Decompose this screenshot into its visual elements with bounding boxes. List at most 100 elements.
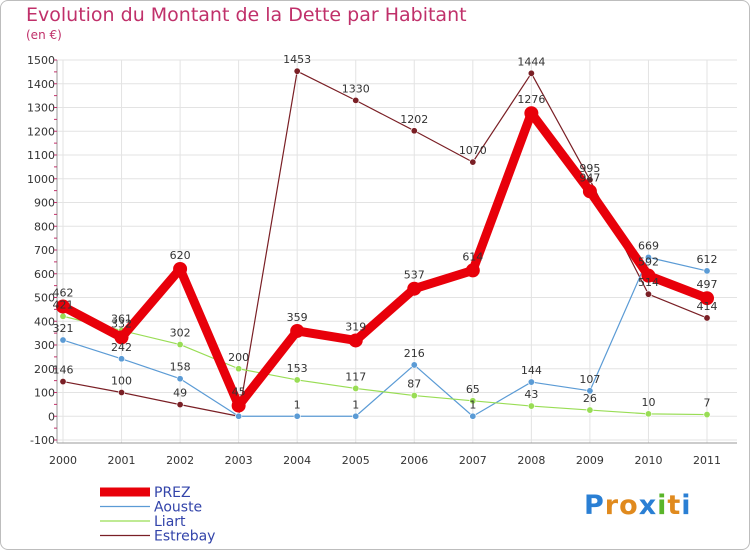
data-label-prez: 592 [638, 256, 659, 269]
logo-letter: i [657, 490, 668, 521]
x-tick-label: 2008 [517, 454, 545, 467]
data-label-liart: 117 [345, 370, 366, 383]
y-tick-label: 0 [48, 410, 55, 423]
x-tick-label: 2002 [166, 454, 194, 467]
data-point-estrebay [59, 378, 67, 386]
data-point-aouste [644, 253, 652, 261]
data-label-estrebay: 995 [579, 162, 600, 175]
data-point-aouste [235, 412, 243, 420]
data-point-liart [59, 312, 67, 320]
data-label-prez: 462 [53, 287, 74, 300]
data-point-liart [293, 376, 301, 384]
data-point-estrebay [527, 69, 535, 77]
y-tick-label: 300 [34, 339, 55, 352]
data-label-prez: 45 [232, 386, 246, 399]
logo-letter: t [667, 490, 682, 521]
logo-letter: o [619, 490, 639, 521]
data-point-liart [410, 392, 418, 400]
legend-label-aouste: Aouste [154, 500, 202, 516]
data-point-estrebay [352, 96, 360, 104]
data-label-estrebay: 1202 [400, 113, 428, 126]
y-tick-label: 500 [34, 292, 55, 305]
data-point-aouste [59, 336, 67, 344]
data-label-liart: 302 [170, 327, 191, 340]
data-label-prez: 614 [462, 250, 483, 263]
data-point-prez [114, 330, 129, 345]
x-tick-label: 2005 [342, 454, 370, 467]
data-label-liart: 26 [583, 392, 597, 405]
data-label-liart: 361 [111, 313, 132, 326]
data-label-liart: 153 [287, 362, 308, 375]
data-point-liart [703, 411, 711, 419]
data-point-prez [348, 333, 363, 348]
data-label-prez: 620 [170, 249, 191, 262]
series-line-prez [58, 108, 712, 411]
data-point-estrebay [293, 67, 301, 75]
data-label-aouste: 107 [579, 373, 600, 386]
data-point-aouste [527, 378, 535, 386]
data-label-prez: 319 [345, 320, 366, 333]
data-label-liart: 200 [228, 351, 249, 364]
y-tick-label: 1100 [27, 149, 55, 162]
data-label-estrebay: 100 [111, 375, 132, 388]
data-point-liart [176, 341, 184, 349]
x-tick-label: 2011 [693, 454, 721, 467]
data-point-aouste [176, 375, 184, 383]
data-label-prez: 332 [111, 317, 132, 330]
y-tick-label: 400 [34, 315, 55, 328]
data-label-aouste: 321 [53, 322, 74, 335]
data-point-prez [465, 263, 480, 278]
data-label-liart: 7 [704, 397, 711, 410]
data-point-liart [644, 410, 652, 418]
data-label-liart: 43 [524, 388, 538, 401]
data-point-prez [56, 299, 70, 314]
series-line-aouste [62, 256, 708, 417]
data-label-liart: 87 [407, 378, 421, 391]
data-label-aouste: 144 [521, 364, 542, 377]
data-point-liart [527, 402, 535, 410]
data-label-prez: 1276 [517, 93, 545, 106]
data-label-prez: 947 [579, 171, 600, 184]
data-label-aouste: 1 [352, 398, 359, 411]
data-point-aouste [703, 267, 711, 275]
data-point-estrebay [410, 127, 418, 135]
data-label-prez: 537 [404, 269, 425, 282]
x-tick-label: 2007 [459, 454, 487, 467]
data-point-aouste [293, 412, 301, 420]
x-tick-label: 2003 [225, 454, 253, 467]
data-label-estrebay: 414 [697, 300, 718, 313]
y-tick-label: 1400 [27, 78, 55, 91]
y-tick-label: 1000 [27, 173, 55, 186]
data-label-prez: 497 [697, 278, 718, 291]
data-label-estrebay: 514 [638, 276, 659, 289]
data-point-aouste [118, 355, 126, 363]
data-label-aouste: 612 [697, 253, 718, 266]
y-tick-label: -100 [30, 434, 55, 447]
legend-label-estrebay: Estrebay [154, 529, 215, 545]
data-label-aouste: 1 [294, 398, 301, 411]
data-point-estrebay [469, 158, 477, 166]
logo-letter: x [638, 490, 658, 521]
legend-label-prez: PREZ [154, 485, 191, 501]
data-point-estrebay [644, 290, 652, 298]
data-point-aouste [469, 412, 477, 420]
x-tick-label: 2006 [400, 454, 428, 467]
data-point-prez [524, 106, 539, 121]
data-label-estrebay: 146 [53, 364, 74, 377]
data-point-prez [641, 268, 656, 283]
data-point-prez [231, 398, 246, 413]
data-label-aouste: 669 [638, 239, 659, 252]
data-point-liart [352, 384, 360, 392]
x-tick-label: 2010 [634, 454, 662, 467]
y-tick-label: 200 [34, 363, 55, 376]
data-label-estrebay: 1444 [517, 55, 545, 68]
logo-letter: r [604, 490, 620, 521]
y-tick-label: 1500 [27, 54, 55, 67]
data-label-estrebay: 1453 [283, 53, 311, 66]
data-point-estrebay [703, 314, 711, 322]
data-point-prez [407, 281, 422, 296]
data-point-prez [290, 323, 305, 338]
logo-letter: i [681, 490, 692, 521]
data-label-prez: 359 [287, 311, 308, 324]
